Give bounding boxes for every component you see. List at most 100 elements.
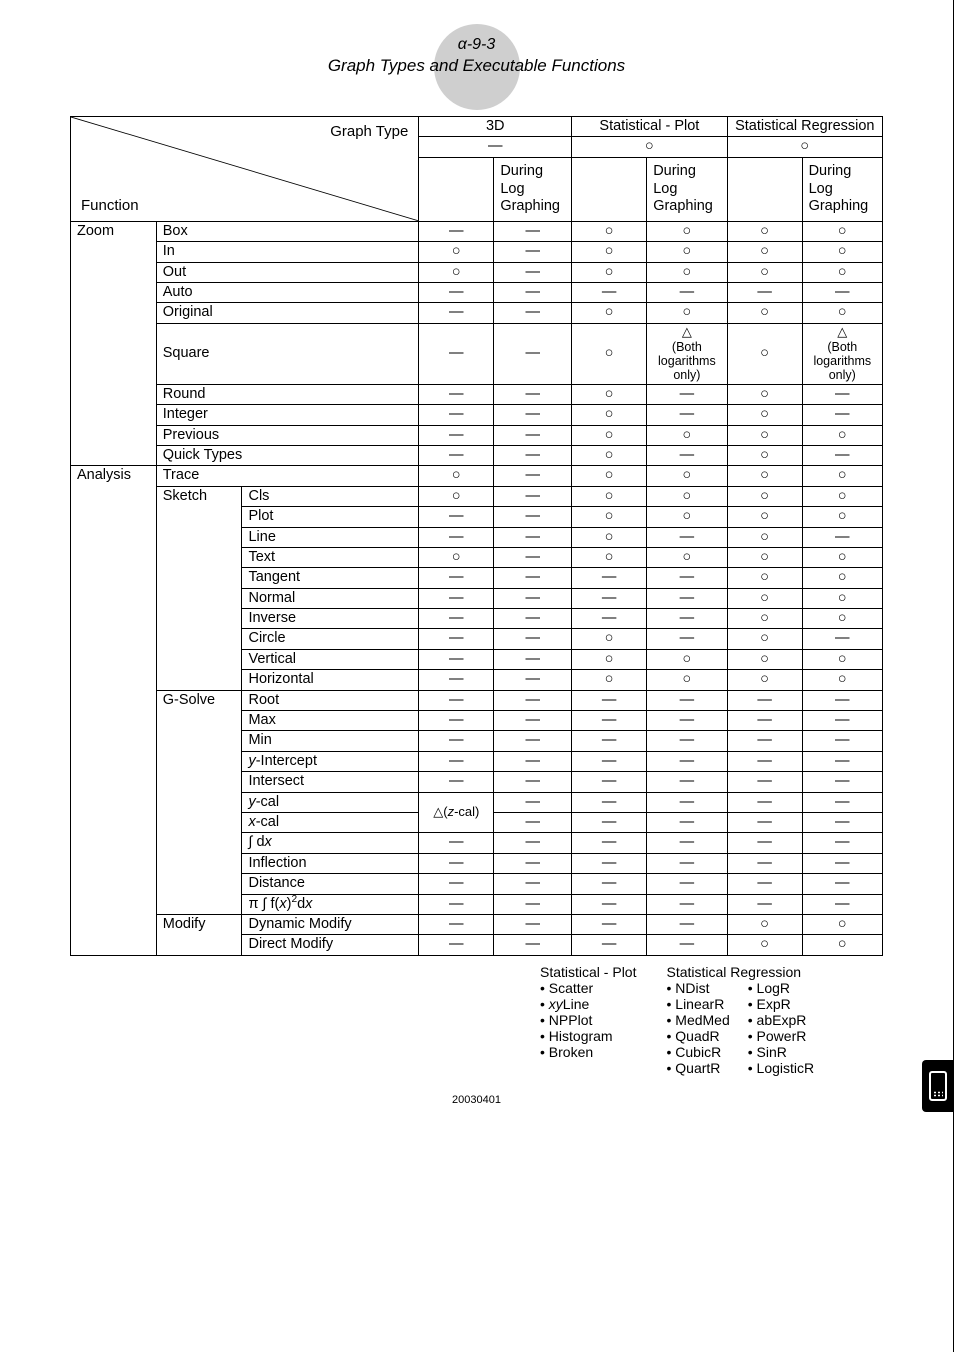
table-cell: — xyxy=(494,282,572,302)
table-cell: — xyxy=(419,670,494,690)
3d-blank xyxy=(419,157,494,221)
sr-list-item: LogR xyxy=(748,980,814,996)
table-cell: ○ xyxy=(572,466,647,486)
table-cell: — xyxy=(647,527,727,547)
calculator-tab-icon xyxy=(922,1060,954,1112)
table-cell: — xyxy=(572,690,647,710)
item-name: y-cal xyxy=(242,792,419,812)
table-cell: — xyxy=(494,303,572,323)
item-name: Out xyxy=(156,262,419,282)
table-cell: — xyxy=(802,813,882,833)
table-cell: — xyxy=(802,792,882,812)
table-cell: — xyxy=(647,711,727,731)
table-cell: — xyxy=(494,772,572,792)
item-name: Direct Modify xyxy=(242,935,419,955)
table-cell: ○ xyxy=(727,588,802,608)
table-cell: — xyxy=(494,874,572,894)
table-cell: ○ xyxy=(727,303,802,323)
item-name: π ∫ f(x)2dx xyxy=(242,894,419,914)
table-cell: ○ xyxy=(727,445,802,465)
table-cell: — xyxy=(572,588,647,608)
sp-list-item: Histogram xyxy=(540,1028,636,1044)
sp-list-item: NPPlot xyxy=(540,1012,636,1028)
table-cell: ○ xyxy=(572,547,647,567)
item-name: Quick Types xyxy=(156,445,419,465)
table-cell: — xyxy=(572,772,647,792)
sr-blank xyxy=(727,157,802,221)
table-cell: — xyxy=(494,649,572,669)
table-cell: ○ xyxy=(727,242,802,262)
table-cell: — xyxy=(647,405,727,425)
table-cell: — xyxy=(572,731,647,751)
item-name: Text xyxy=(242,547,419,567)
table-cell: — xyxy=(647,833,727,853)
table-cell: ○ xyxy=(802,425,882,445)
table-cell: — xyxy=(419,405,494,425)
table-cell: — xyxy=(419,649,494,669)
table-cell: ○ xyxy=(727,670,802,690)
table-cell: — xyxy=(494,894,572,914)
table-cell: — xyxy=(647,853,727,873)
table-cell: ○ xyxy=(419,466,494,486)
table-cell: ○ xyxy=(419,486,494,506)
table-row: Round——○—○— xyxy=(71,384,883,404)
table-cell: — xyxy=(727,751,802,771)
table-cell: — xyxy=(727,731,802,751)
table-cell: ○ xyxy=(802,507,882,527)
table-cell: — xyxy=(572,935,647,955)
item-name: Auto xyxy=(156,282,419,302)
sr-list: Statistical Regression NDistLinearRMedMe… xyxy=(666,964,814,1076)
table-cell: — xyxy=(647,609,727,629)
table-cell: ○ xyxy=(647,242,727,262)
table-row: In○—○○○○ xyxy=(71,242,883,262)
table-cell: — xyxy=(494,711,572,731)
table-cell: — xyxy=(494,751,572,771)
table-row: SketchCls○—○○○○ xyxy=(71,486,883,506)
item-name: In xyxy=(156,242,419,262)
group-name: Analysis xyxy=(71,466,157,955)
table-cell: — xyxy=(419,282,494,302)
table-cell: — xyxy=(802,751,882,771)
table-cell: ○ xyxy=(727,507,802,527)
item-name: Root xyxy=(242,690,419,710)
table-cell: — xyxy=(572,874,647,894)
item-name: Previous xyxy=(156,425,419,445)
table-cell: — xyxy=(802,405,882,425)
table-cell: ○ xyxy=(419,262,494,282)
table-cell: — xyxy=(727,282,802,302)
subgroup-name: Modify xyxy=(156,914,242,955)
table-row: Out○—○○○○ xyxy=(71,262,883,282)
table-cell: — xyxy=(419,833,494,853)
table-cell: ○ xyxy=(727,527,802,547)
table-cell: ○ xyxy=(572,629,647,649)
table-cell: — xyxy=(419,629,494,649)
table-cell: — xyxy=(419,527,494,547)
table-cell: — xyxy=(647,772,727,792)
graph-type-label: Graph Type xyxy=(330,123,408,141)
sp-blank xyxy=(572,157,647,221)
table-cell: ○ xyxy=(647,303,727,323)
table-cell: — xyxy=(494,486,572,506)
sp-list-head: Statistical - Plot xyxy=(540,964,636,980)
table-cell: — xyxy=(494,405,572,425)
table-cell: — xyxy=(419,751,494,771)
table-cell: — xyxy=(494,914,572,934)
table-cell: ○ xyxy=(647,425,727,445)
table-cell: — xyxy=(572,711,647,731)
table-row: Quick Types——○—○— xyxy=(71,445,883,465)
table-cell: — xyxy=(494,221,572,241)
table-cell: ○ xyxy=(727,466,802,486)
table-cell: — xyxy=(727,792,802,812)
diagonal-header: Graph Type Function xyxy=(71,117,419,222)
table-cell: — xyxy=(494,690,572,710)
sr-list-item: SinR xyxy=(748,1044,814,1060)
item-name: y-Intercept xyxy=(242,751,419,771)
item-name: Box xyxy=(156,221,419,241)
table-cell: — xyxy=(572,833,647,853)
table-cell: ○ xyxy=(727,221,802,241)
table-cell: ○ xyxy=(727,425,802,445)
table-cell: — xyxy=(494,445,572,465)
table-cell: ○ xyxy=(572,425,647,445)
table-row: Previous——○○○○ xyxy=(71,425,883,445)
item-name: Dynamic Modify xyxy=(242,914,419,934)
